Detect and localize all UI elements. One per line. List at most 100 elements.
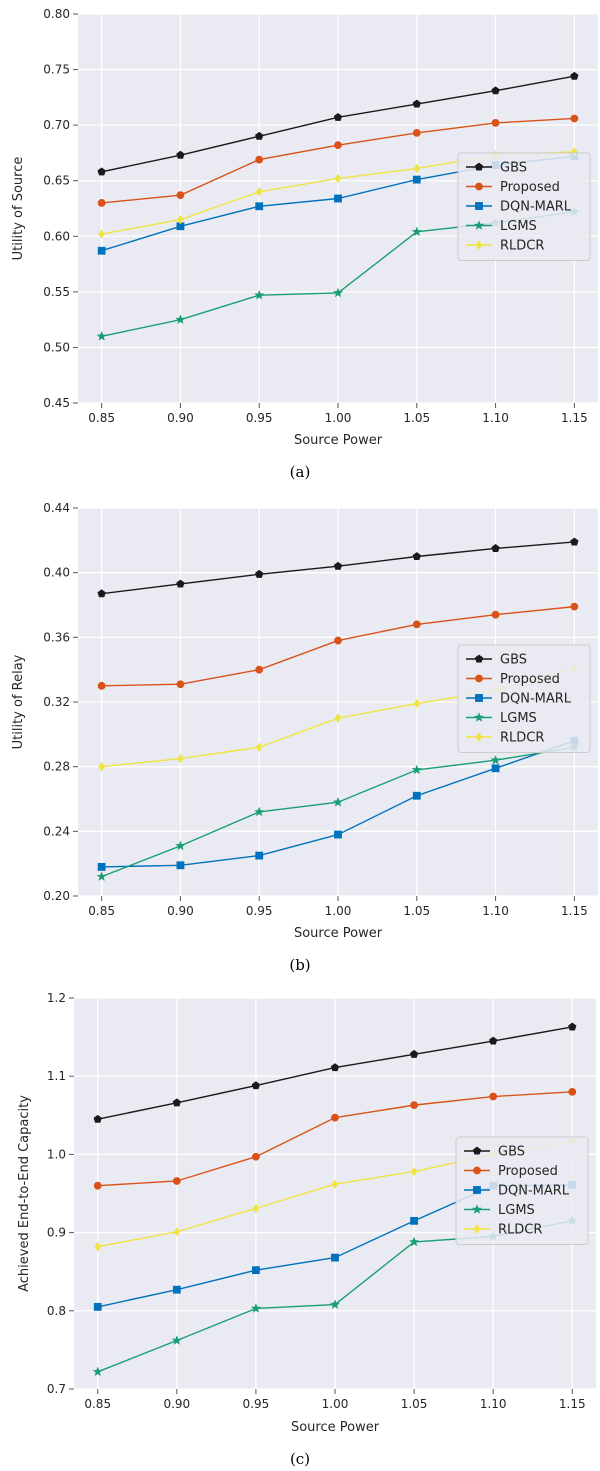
data-point — [570, 114, 579, 123]
data-point — [334, 141, 342, 150]
data-point — [252, 1266, 260, 1275]
x-axis-label: Source Power — [294, 433, 383, 448]
legend-marker — [475, 674, 483, 683]
legend-label: GBS — [500, 161, 527, 176]
data-point — [489, 1036, 498, 1045]
data-point — [176, 680, 185, 689]
legend-label: RLDCR — [500, 731, 544, 746]
legend-label: Proposed — [498, 1164, 558, 1179]
data-point — [252, 1152, 260, 1161]
data-point — [334, 830, 342, 839]
x-tick-label: 0.85 — [88, 904, 115, 918]
data-point — [176, 861, 185, 870]
series-gbs — [93, 1022, 577, 1123]
data-point — [254, 806, 265, 817]
legend-marker — [474, 162, 484, 171]
x-tick-label: 1.05 — [401, 1397, 428, 1411]
y-tick-label: 0.50 — [43, 340, 70, 354]
legend-label: GBS — [500, 653, 527, 668]
x-tick-label: 1.00 — [325, 904, 352, 918]
x-tick-label: 1.05 — [403, 411, 430, 425]
legend-label: Proposed — [500, 672, 560, 687]
y-tick-label: 0.60 — [43, 229, 70, 243]
data-point — [491, 764, 500, 773]
y-tick-label: 0.24 — [43, 824, 70, 838]
x-tick-label: 0.85 — [88, 411, 115, 425]
data-point — [331, 1113, 339, 1122]
y-axis-label: Utility of Relay — [11, 654, 26, 749]
x-tick-label: 1.00 — [325, 411, 352, 425]
data-point — [97, 199, 106, 207]
y-tick-label: 1.2 — [47, 991, 66, 1005]
x-tick-label: 1.05 — [403, 904, 430, 918]
legend-label: LGMS — [498, 1203, 535, 1218]
data-point — [570, 537, 579, 546]
data-point — [94, 1241, 102, 1252]
x-tick-label: 1.10 — [482, 411, 509, 425]
legend-marker — [474, 712, 484, 722]
legend: GBS Proposed DQN-MARL LGMS RLDCR — [457, 644, 591, 753]
legend-box — [457, 644, 591, 753]
legend-marker — [472, 1146, 482, 1155]
legend-label: LGMS — [500, 219, 537, 234]
data-point — [98, 761, 105, 772]
data-point — [411, 764, 422, 775]
data-point — [413, 163, 421, 174]
y-tick-label: 0.7 — [47, 1382, 66, 1396]
x-tick-label: 0.95 — [243, 1397, 270, 1411]
data-point — [334, 713, 342, 723]
x-tick-label: 0.95 — [246, 904, 273, 918]
data-point — [98, 229, 105, 239]
data-point — [93, 1181, 102, 1190]
data-point — [254, 289, 265, 300]
data-point — [250, 1303, 261, 1313]
series-lgms — [96, 742, 580, 881]
legend-label: RLDCR — [498, 1223, 542, 1238]
data-point — [412, 175, 421, 184]
data-point — [255, 155, 264, 164]
data-point — [97, 681, 106, 690]
data-point — [171, 1335, 182, 1345]
data-point — [412, 791, 421, 800]
data-point — [334, 194, 342, 203]
y-tick-label: 0.75 — [43, 63, 70, 77]
legend-label: GBS — [498, 1145, 525, 1160]
legend-box — [455, 1136, 589, 1245]
legend-marker — [473, 1224, 481, 1234]
y-axis-label: Achieved End-to-End Capacity — [17, 1095, 32, 1292]
data-point — [330, 1299, 340, 1309]
data-point — [96, 331, 107, 341]
data-point — [93, 1302, 102, 1311]
data-point — [331, 1253, 339, 1262]
data-point — [568, 1087, 577, 1096]
legend-marker — [474, 654, 484, 663]
legend-marker — [474, 220, 484, 230]
y-tick-label: 0.44 — [43, 501, 70, 515]
y-axis-label: Utility of Source — [11, 157, 26, 261]
data-point — [331, 1179, 339, 1189]
data-point — [255, 131, 264, 140]
x-axis-label: Source Power — [291, 1420, 380, 1435]
data-point — [176, 579, 185, 588]
data-point — [97, 589, 106, 598]
y-tick-label: 0.20 — [43, 889, 70, 903]
data-point — [255, 569, 264, 578]
data-point — [410, 1166, 418, 1177]
data-point — [175, 314, 186, 324]
data-point — [333, 797, 343, 807]
legend-marker — [473, 1166, 481, 1175]
legend: GBS Proposed DQN-MARL LGMS RLDCR — [455, 1136, 589, 1245]
legend-label: DQN-MARL — [500, 200, 572, 215]
y-tick-label: 0.9 — [47, 1226, 66, 1240]
legend-marker — [475, 240, 483, 250]
legend-label: DQN-MARL — [500, 692, 572, 707]
data-point — [333, 112, 343, 121]
data-point — [173, 1227, 181, 1237]
data-point — [413, 698, 421, 709]
data-point — [255, 742, 263, 752]
legend-marker — [475, 182, 483, 191]
legend-marker — [472, 1204, 482, 1214]
data-point — [255, 851, 264, 860]
legend-label: LGMS — [500, 711, 537, 726]
y-tick-label: 0.80 — [43, 7, 70, 21]
